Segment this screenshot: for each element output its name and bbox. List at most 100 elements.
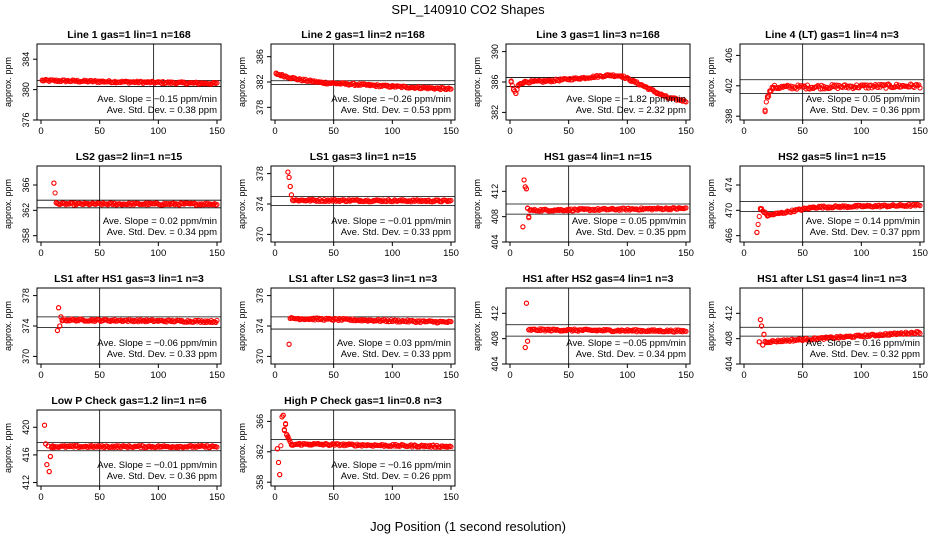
data-point	[282, 421, 289, 428]
subplot: Line 1 gas=1 lin=1 n=168 0 50 100 150 376 380 3…	[3, 29, 225, 137]
data-point	[389, 83, 395, 90]
data-point	[872, 203, 879, 209]
data-point	[309, 442, 316, 448]
subplot-title: LS1 gas=3 lin=1 n=15	[310, 151, 417, 163]
subplot-title: HS1 after LS1 gas=4 lin=1 n=3	[757, 273, 907, 285]
data-point	[287, 183, 293, 190]
data-point	[617, 206, 623, 212]
x-tick-label: 50	[563, 370, 574, 381]
x-tick-label: 50	[328, 492, 339, 503]
y-tick-label: 398	[724, 109, 734, 124]
subplot: HS1 after HS2 gas=4 lin=1 n=3 0 50 100 150 40…	[472, 273, 694, 381]
data-point	[757, 317, 764, 323]
y-tick-label: 404	[724, 356, 734, 371]
data-point	[630, 78, 636, 84]
data-point	[864, 82, 870, 88]
data-point	[550, 208, 557, 214]
data-point	[133, 79, 139, 85]
data-point	[277, 472, 283, 478]
data-point	[448, 86, 454, 92]
data-point	[521, 177, 527, 183]
y-axis-label: approx. ppm	[237, 179, 247, 229]
data-point	[589, 74, 595, 81]
data-point	[770, 84, 776, 90]
x-tick-label: 100	[384, 492, 400, 503]
data-point	[370, 443, 377, 449]
data-point	[615, 206, 621, 212]
data-point	[635, 81, 641, 87]
data-point	[93, 443, 99, 449]
plot-frame	[36, 165, 222, 243]
y-tick-label: 404	[490, 234, 500, 249]
std-annotation: Ave. Std. Dev. = 0.33 ppm	[341, 349, 451, 360]
x-tick-label: 0	[741, 370, 746, 381]
data-point	[795, 337, 801, 343]
data-point	[97, 317, 103, 323]
data-point	[637, 327, 643, 333]
data-point	[285, 169, 291, 175]
data-point	[45, 443, 51, 449]
data-point	[917, 85, 923, 91]
data-point	[410, 84, 417, 90]
y-tick-label: 466	[724, 228, 734, 243]
std-annotation: Ave. Std. Dev. = 0.34 ppm	[576, 349, 686, 360]
data-point	[87, 444, 93, 450]
data-point	[759, 323, 765, 329]
x-tick-label: 150	[912, 248, 928, 259]
x-tick-label: 50	[563, 126, 574, 137]
data-point	[841, 204, 847, 210]
data-point	[666, 328, 673, 334]
data-point	[546, 327, 552, 333]
y-tick-label: 362	[21, 203, 31, 218]
data-point	[513, 90, 519, 97]
data-point	[52, 190, 58, 196]
data-point	[328, 442, 334, 448]
data-point	[593, 74, 599, 80]
data-point	[58, 201, 64, 207]
figure-title: SPL_140910 CO2 Shapes	[391, 2, 545, 17]
data-point	[39, 77, 45, 84]
data-point	[214, 201, 220, 208]
slope-annotation: Ave. Slope = −0.01 ppm/min	[331, 216, 451, 227]
data-point	[521, 79, 527, 85]
data-point	[911, 201, 917, 208]
y-axis-label: approx. ppm	[706, 179, 716, 229]
data-point	[194, 444, 200, 450]
data-point	[108, 444, 115, 450]
x-tick-label: 50	[94, 492, 105, 503]
data-point	[549, 327, 555, 334]
y-tick-label: 378	[255, 288, 265, 303]
data-point	[390, 198, 397, 204]
data-point	[91, 317, 97, 323]
data-point	[863, 85, 869, 91]
data-point	[566, 77, 572, 83]
data-point	[824, 84, 830, 91]
data-point	[390, 318, 397, 324]
data-point	[412, 318, 418, 324]
data-point	[168, 80, 174, 86]
std-annotation: Ave. Std. Dev. = 0.37 ppm	[810, 227, 920, 238]
data-point	[677, 328, 683, 335]
y-tick-label: 376	[21, 112, 31, 127]
std-annotation: Ave. Std. Dev. = 2.32 ppm	[576, 105, 686, 116]
data-point	[916, 329, 922, 335]
data-point	[522, 344, 528, 351]
y-tick-label: 412	[490, 184, 500, 199]
y-tick-label: 416	[21, 447, 31, 462]
data-point	[607, 72, 613, 78]
data-point	[274, 446, 280, 452]
data-point	[537, 207, 544, 213]
x-tick-label: 100	[619, 126, 635, 137]
data-point	[335, 197, 341, 203]
data-point	[288, 75, 295, 82]
subplot: LS2 gas=2 lin=1 n=15 0 50 100 150 358 362 366 ap…	[3, 151, 225, 259]
subplot: LS1 after HS1 gas=3 lin=1 n=3 0 50 100 150 37…	[3, 273, 225, 381]
x-tick-label: 150	[912, 370, 928, 381]
data-point	[865, 332, 871, 338]
data-point	[135, 200, 141, 207]
data-point	[214, 80, 220, 86]
data-point	[683, 328, 689, 334]
y-tick-label: 370	[255, 227, 265, 242]
data-point	[410, 197, 417, 203]
